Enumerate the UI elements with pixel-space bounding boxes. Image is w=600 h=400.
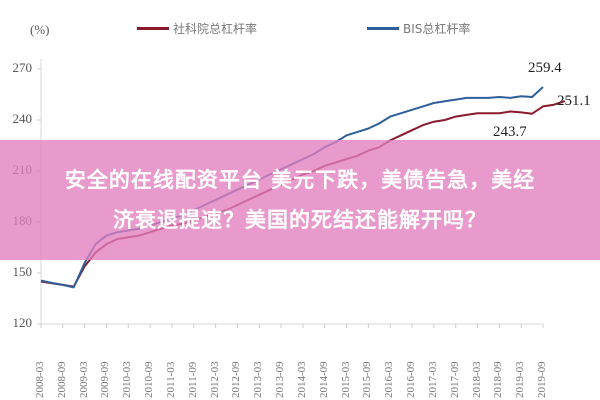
legend-swatch-bis: [367, 27, 399, 30]
x-tick-label: 2011-09: [186, 361, 199, 398]
annotation-cass-dip: 243.7: [493, 124, 527, 140]
x-tick-label: 2018-03: [470, 361, 483, 398]
y-tick-label: 240: [12, 111, 33, 126]
x-tick-label: 2008-03: [34, 361, 46, 398]
y-tick-label: 120: [12, 315, 33, 330]
x-tick-label: 2019-09: [536, 361, 548, 398]
x-tick-label: 2013-03: [252, 361, 265, 398]
x-tick-label: 2016-03: [383, 361, 396, 398]
x-tick-label: 2009-03: [77, 361, 90, 398]
x-tick-label: 2009-09: [99, 361, 112, 398]
legend-item-bis: BIS总杠杆率: [367, 20, 470, 37]
headline-banner[interactable]: 安全的在线配资平台 美元下跌，美债告急，美经 济衰退提速？美国的死结还能解开吗？: [0, 140, 600, 260]
x-tick-label: 2014-09: [317, 361, 330, 398]
x-tick-label: 2016-09: [405, 361, 418, 398]
x-tick-label: 2013-09: [274, 361, 287, 398]
x-tick-label: 2012-09: [230, 361, 243, 398]
x-tick-label: 2017-09: [448, 361, 461, 398]
x-tick-label: 2010-03: [121, 361, 134, 398]
x-tick-label: 2019-03: [514, 361, 527, 398]
x-tick-label: 2008-09: [55, 361, 68, 398]
y-axis-unit: (%): [30, 22, 50, 37]
x-tick-label: 2017-03: [426, 361, 439, 398]
x-tick-label: 2010-09: [143, 361, 156, 398]
annotation-cass-end: 251.1: [557, 93, 591, 109]
x-tick-label: 2014-03: [295, 361, 308, 398]
x-tick-label: 2015-09: [361, 361, 374, 398]
legend-swatch-cass: [137, 27, 169, 30]
legend-label-bis: BIS总杠杆率: [403, 22, 471, 36]
x-tick-label: 2011-03: [164, 361, 177, 398]
y-tick-label: 270: [12, 60, 33, 75]
x-tick-label: 2012-03: [208, 361, 221, 398]
y-tick-label: 150: [12, 264, 33, 279]
legend-item-cass: 社科院总杠杆率: [137, 20, 257, 37]
legend-label-cass: 社科院总杠杆率: [173, 22, 258, 36]
x-tick-label: 2018-09: [492, 361, 505, 398]
headline-line-2: 济衰退提速？美国的死结还能解开吗？: [113, 208, 487, 232]
annotation-bis-end: 259.4: [528, 60, 562, 76]
headline-line-1: 安全的在线配资平台 美元下跌，美债告急，美经: [64, 168, 536, 192]
x-tick-label: 2015-03: [339, 361, 352, 398]
